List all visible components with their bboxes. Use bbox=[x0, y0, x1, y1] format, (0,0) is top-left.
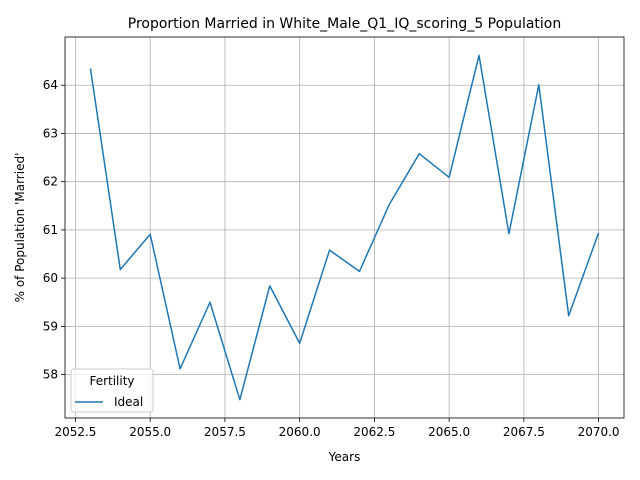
plot-frame bbox=[64, 36, 625, 419]
series-layer bbox=[89, 54, 600, 401]
legend-label-ideal: Ideal bbox=[114, 395, 143, 409]
y-tick-label: 64 bbox=[43, 78, 58, 92]
x-tick-label: 2057.5 bbox=[204, 425, 246, 439]
legend-title: Fertility bbox=[89, 374, 134, 388]
y-tick-label: 60 bbox=[43, 271, 58, 285]
legend: Fertility Ideal bbox=[70, 368, 154, 413]
x-tick-label: 2070.0 bbox=[578, 425, 620, 439]
x-axis-label: Years bbox=[328, 450, 361, 464]
x-tick-label: 2052.5 bbox=[54, 425, 96, 439]
x-tick-label: 2065.0 bbox=[428, 425, 470, 439]
x-tick-label: 2067.5 bbox=[503, 425, 545, 439]
y-tick-label: 58 bbox=[43, 368, 58, 382]
series-line-ideal bbox=[89, 54, 600, 401]
y-tick-label: 63 bbox=[43, 126, 58, 140]
y-tick-label: 61 bbox=[43, 223, 58, 237]
chart-title: Proportion Married in White_Male_Q1_IQ_s… bbox=[128, 16, 561, 32]
y-tick-label: 59 bbox=[43, 319, 58, 333]
x-axis: 2052.5 2055.0 2057.5 2060.0 2062.5 2065.0 2067… bbox=[54, 418, 620, 439]
y-axis-label: % of Population 'Married' bbox=[13, 153, 27, 303]
x-tick-label: 2055.0 bbox=[129, 425, 171, 439]
x-tick-label: 2060.0 bbox=[279, 425, 321, 439]
y-axis: 58 59 60 61 62 63 64 bbox=[43, 78, 65, 382]
y-tick-label: 62 bbox=[43, 175, 58, 189]
x-tick-label: 2062.5 bbox=[353, 425, 395, 439]
grid bbox=[65, 37, 624, 418]
